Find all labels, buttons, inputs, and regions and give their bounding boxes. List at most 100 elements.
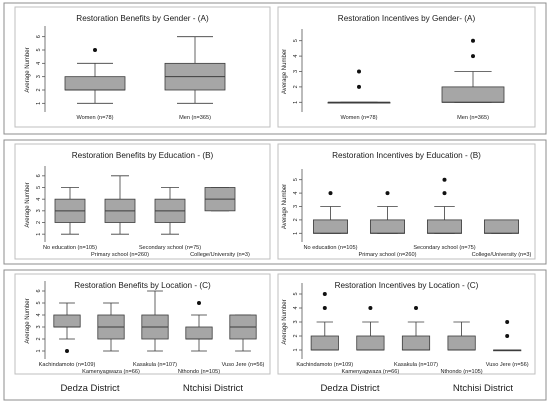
outlier-point bbox=[385, 191, 390, 196]
district-label: Dedza District bbox=[320, 383, 379, 394]
y-tick-label: 1 bbox=[293, 101, 299, 104]
y-axis-label: Average Number bbox=[282, 49, 288, 94]
y-tick-label: 5 bbox=[293, 178, 299, 181]
category-label: Vuso Jere (n=56) bbox=[222, 362, 265, 368]
category-label: College/University (n=3) bbox=[190, 252, 250, 258]
category-label: Women (n=78) bbox=[76, 115, 113, 121]
outlier-point bbox=[328, 191, 333, 196]
outlier-point bbox=[322, 292, 327, 296]
chart-title: Restoration Benefits by Gender - (A) bbox=[76, 14, 209, 23]
category-label: Kamenyagwaza (n=66) bbox=[342, 369, 400, 375]
box-group bbox=[154, 187, 186, 235]
chart-title: Restoration Benefits by Location - (C) bbox=[74, 281, 211, 290]
y-tick-label: 2 bbox=[36, 221, 42, 224]
chart-panel-2: Restoration Benefits by Education - (B) A… bbox=[14, 143, 271, 260]
box bbox=[312, 219, 348, 234]
category-label: Vuso Jere (n=56) bbox=[486, 362, 529, 368]
outlier-point bbox=[471, 54, 475, 59]
box-group bbox=[356, 306, 385, 351]
outlier-point bbox=[357, 84, 361, 89]
y-tick-label: 5 bbox=[293, 39, 299, 42]
y-tick-label: 2 bbox=[36, 337, 42, 340]
y-tick-label: 3 bbox=[36, 325, 42, 328]
chart-panel-5: Restoration Incentives by Location - (C)… bbox=[277, 273, 536, 394]
category-label: Women (n=78) bbox=[340, 115, 377, 121]
box-group bbox=[104, 175, 136, 235]
box-group bbox=[493, 320, 522, 352]
category-label: Kasakula (n=107) bbox=[394, 362, 438, 368]
box-group bbox=[53, 302, 81, 353]
box bbox=[53, 314, 81, 328]
chart-title: Restoration Incentives by Gender- (A) bbox=[338, 14, 476, 23]
y-tick-label: 6 bbox=[36, 174, 42, 177]
outlier-point bbox=[357, 69, 361, 74]
box bbox=[185, 326, 213, 340]
row-frame-2 bbox=[3, 269, 547, 401]
box bbox=[401, 335, 431, 351]
district-label: Ntchisi District bbox=[183, 383, 244, 394]
box-group bbox=[369, 191, 405, 234]
y-tick-label: 5 bbox=[36, 186, 42, 189]
box bbox=[356, 335, 385, 351]
y-tick-label: 3 bbox=[36, 209, 42, 212]
box-group bbox=[312, 191, 348, 234]
box-group bbox=[447, 321, 476, 351]
outlier-point bbox=[322, 306, 327, 310]
outlier-point bbox=[197, 301, 201, 305]
panel-border bbox=[277, 6, 536, 128]
y-tick-label: 3 bbox=[293, 70, 299, 73]
y-tick-label: 6 bbox=[36, 35, 42, 38]
y-tick-label: 3 bbox=[36, 75, 42, 78]
outlier-point bbox=[414, 306, 418, 310]
category-label: No education (n=105) bbox=[43, 245, 97, 251]
box-group bbox=[401, 306, 431, 351]
category-label: Primary school (n=260) bbox=[359, 252, 417, 258]
y-tick-label: 4 bbox=[36, 62, 42, 65]
box-group bbox=[441, 38, 505, 103]
y-tick-label: 1 bbox=[293, 348, 299, 351]
panel-border bbox=[277, 143, 536, 260]
box-group bbox=[141, 290, 169, 352]
chart-panel-1: Restoration Incentives by Gender- (A) Ave… bbox=[277, 6, 536, 128]
outlier-point bbox=[442, 177, 447, 182]
district-label: Ntchisi District bbox=[453, 383, 514, 394]
box bbox=[441, 86, 505, 103]
box-group bbox=[164, 36, 226, 104]
box-group bbox=[310, 292, 339, 351]
category-label: Kamenyagwaza (n=66) bbox=[82, 369, 140, 375]
y-tick-label: 1 bbox=[36, 233, 42, 236]
y-tick-label: 1 bbox=[36, 102, 42, 105]
row-frame-0 bbox=[3, 2, 547, 135]
box-group bbox=[483, 219, 519, 234]
y-axis-label: Average Number bbox=[25, 182, 31, 227]
y-tick-label: 2 bbox=[293, 218, 299, 221]
y-tick-label: 5 bbox=[293, 292, 299, 295]
box-group bbox=[327, 69, 391, 104]
outlier-point bbox=[93, 48, 97, 52]
category-label: Men (n=365) bbox=[457, 115, 489, 121]
category-label: No education (n=105) bbox=[304, 245, 358, 251]
box bbox=[483, 219, 519, 234]
y-tick-label: 4 bbox=[293, 192, 299, 195]
y-tick-label: 3 bbox=[293, 205, 299, 208]
y-tick-label: 4 bbox=[36, 313, 42, 316]
category-label: Kasakula (n=107) bbox=[133, 362, 177, 368]
box-group bbox=[185, 301, 213, 352]
y-axis-label: Average Number bbox=[282, 299, 288, 344]
y-tick-label: 4 bbox=[293, 55, 299, 58]
outlier-point bbox=[505, 334, 510, 338]
y-tick-label: 6 bbox=[36, 289, 42, 292]
box bbox=[426, 219, 462, 234]
y-axis-label: Average Number bbox=[25, 298, 31, 343]
outlier-point bbox=[65, 349, 69, 353]
box-group bbox=[426, 177, 462, 234]
y-axis-label: Average Number bbox=[25, 47, 31, 92]
outlier-point bbox=[505, 320, 510, 324]
y-tick-label: 3 bbox=[293, 320, 299, 323]
box-group bbox=[54, 187, 86, 235]
chart-panel-4: Restoration Benefits by Location - (C) Av… bbox=[14, 273, 271, 394]
y-tick-label: 1 bbox=[36, 349, 42, 352]
outlier-point bbox=[471, 38, 475, 43]
y-tick-label: 5 bbox=[36, 48, 42, 51]
chart-panel-0: Restoration Benefits by Gender - (A) Aver… bbox=[14, 6, 271, 128]
